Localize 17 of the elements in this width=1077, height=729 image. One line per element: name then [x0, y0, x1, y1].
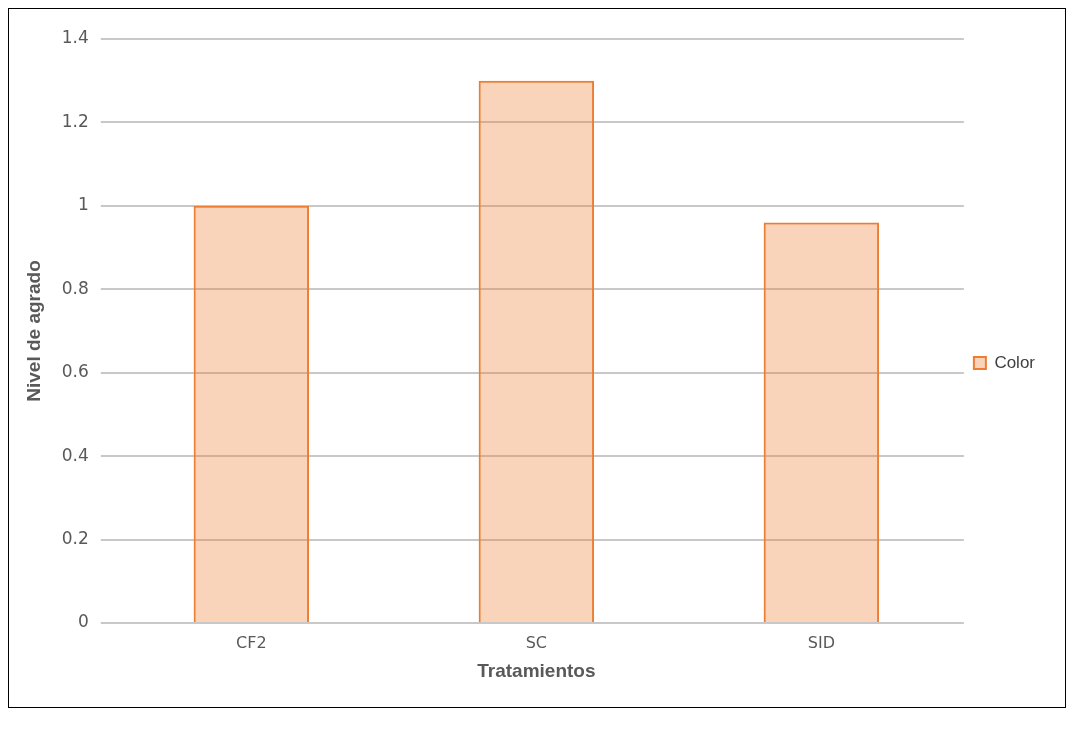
x-tick-label: SC: [525, 632, 548, 652]
bar: [193, 205, 310, 622]
y-tick-label: 1.2: [61, 110, 89, 131]
y-tick-label: 0.6: [61, 361, 89, 382]
bar: [763, 222, 880, 622]
y-tick-label: 0.8: [61, 277, 89, 298]
y-tick-label: 0.2: [61, 527, 89, 548]
x-tick-label: CF2: [236, 632, 267, 652]
x-tick-label: SID: [807, 632, 835, 652]
y-tick-label: 1.4: [61, 27, 89, 48]
y-tick-label: 0.4: [61, 444, 89, 465]
y-axis-title: Nivel de agrado: [22, 260, 44, 402]
y-tick-label: 0: [78, 611, 89, 632]
y-tick-label: 1: [78, 194, 89, 215]
bar: [478, 80, 595, 622]
legend-label: Color: [994, 352, 1036, 372]
x-axis-title: Tratamientos: [477, 659, 596, 681]
